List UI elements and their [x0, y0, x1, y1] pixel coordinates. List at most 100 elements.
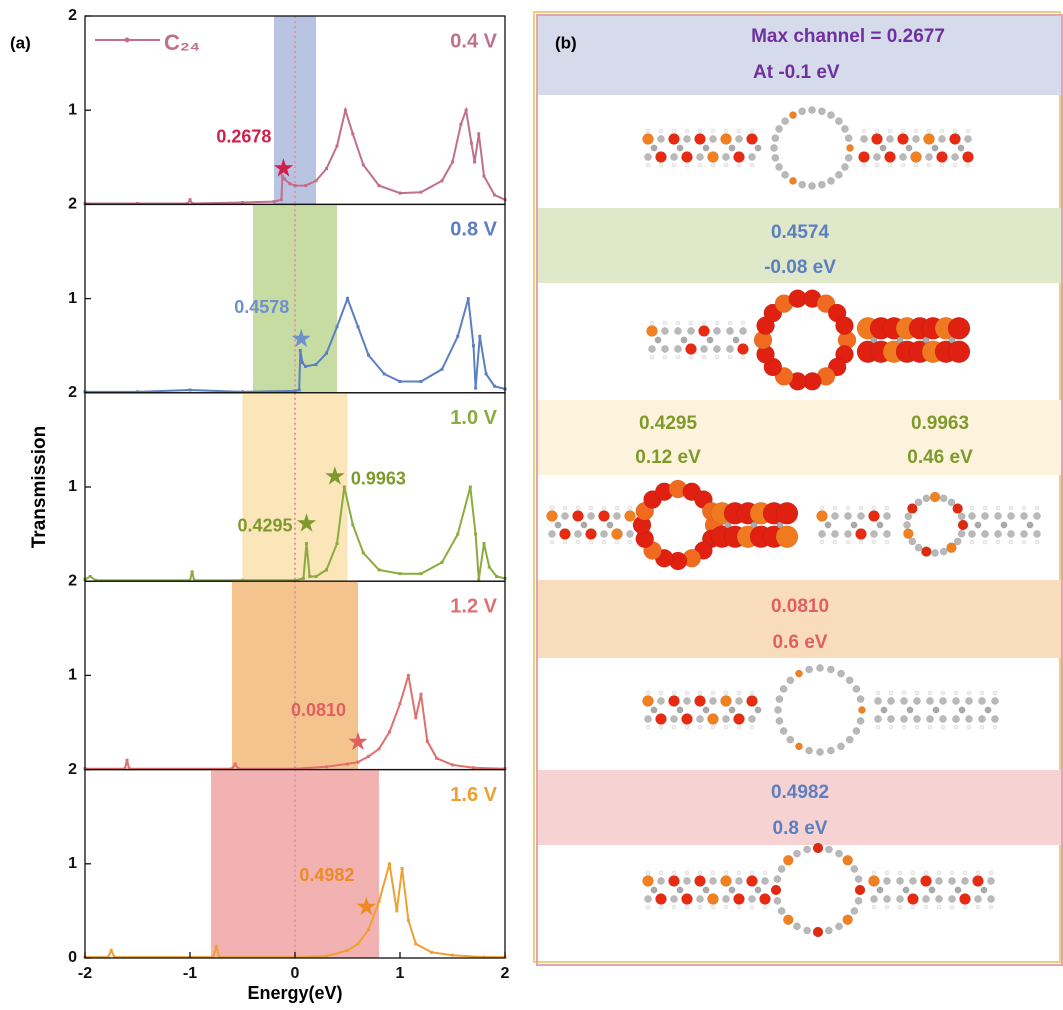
- atom: [989, 871, 993, 875]
- atom: [877, 887, 883, 893]
- atom: [737, 905, 741, 909]
- atom: [981, 530, 988, 537]
- atom: [846, 677, 853, 684]
- data-point: [493, 193, 496, 196]
- atom: [889, 725, 893, 729]
- atom: [976, 871, 980, 875]
- atom: [831, 530, 838, 537]
- data-point: [472, 766, 475, 769]
- atom: [813, 927, 823, 937]
- atom: [925, 153, 932, 160]
- atom: [711, 871, 715, 875]
- atom: [858, 706, 865, 713]
- atom: [820, 540, 824, 544]
- atom: [670, 715, 677, 722]
- band-text: 0.4982: [771, 782, 829, 803]
- atom: [993, 691, 997, 695]
- atom: [973, 876, 984, 887]
- atom: [991, 715, 998, 722]
- atom: [683, 697, 690, 704]
- data-point: [346, 297, 349, 300]
- atom: [970, 506, 974, 510]
- atom: [776, 502, 798, 524]
- atom: [855, 897, 862, 904]
- atom: [958, 513, 965, 520]
- atom: [750, 725, 754, 729]
- atom: [643, 876, 654, 887]
- atom: [763, 871, 767, 875]
- y-tick-label: 2: [68, 384, 77, 401]
- atom: [911, 905, 915, 909]
- atom: [881, 707, 887, 713]
- atom: [872, 134, 883, 145]
- atom: [602, 540, 606, 544]
- atom: [670, 153, 677, 160]
- atom: [965, 697, 972, 704]
- atom: [808, 182, 815, 189]
- atom: [707, 337, 713, 343]
- atom: [1022, 506, 1026, 510]
- atom: [702, 321, 706, 325]
- atom: [851, 865, 858, 872]
- atom: [651, 707, 657, 713]
- atom: [928, 691, 932, 695]
- atom: [907, 707, 913, 713]
- atom: [657, 697, 664, 704]
- atom: [924, 905, 928, 909]
- atom: [837, 670, 844, 677]
- atom: [677, 887, 683, 893]
- atom: [644, 715, 651, 722]
- atom: [711, 691, 715, 695]
- atom: [724, 725, 728, 729]
- atom: [681, 337, 687, 343]
- data-point: [288, 182, 291, 185]
- atom: [721, 696, 732, 707]
- atom: [793, 923, 800, 930]
- atom: [991, 697, 998, 704]
- atom: [876, 691, 880, 695]
- data-point: [420, 693, 423, 696]
- atom: [607, 522, 613, 528]
- atom: [677, 145, 683, 151]
- atom: [965, 715, 972, 722]
- data-point: [367, 928, 370, 931]
- atom: [1020, 530, 1027, 537]
- y-tick-label: 2: [68, 761, 77, 778]
- atom: [940, 495, 947, 502]
- atom: [663, 355, 667, 359]
- band-text: 0.8 eV: [773, 818, 828, 839]
- atom: [958, 530, 965, 537]
- data-point: [470, 142, 473, 145]
- data-point: [420, 572, 423, 575]
- atom: [877, 522, 883, 528]
- atom: [996, 540, 1000, 544]
- x-tick-label: -1: [183, 965, 197, 982]
- atom: [650, 355, 654, 359]
- atom: [737, 129, 741, 133]
- atom: [661, 327, 668, 334]
- atom: [646, 871, 650, 875]
- atom: [885, 506, 889, 510]
- atom: [698, 691, 702, 695]
- atom: [713, 327, 720, 334]
- atom: [983, 506, 987, 510]
- atom: [958, 145, 964, 151]
- atom: [659, 871, 663, 875]
- atom: [963, 871, 967, 875]
- atom: [643, 134, 654, 145]
- atom: [795, 743, 802, 750]
- atom: [948, 877, 955, 884]
- atom: [709, 697, 716, 704]
- atom: [958, 520, 968, 530]
- atom: [748, 895, 755, 902]
- y-tick-label: 1: [68, 667, 77, 684]
- atom: [657, 135, 664, 142]
- data-point: [344, 109, 347, 112]
- atom: [978, 697, 985, 704]
- atom: [857, 717, 864, 724]
- atom: [950, 134, 961, 145]
- atom: [827, 111, 834, 118]
- x-tick-label: -2: [78, 965, 92, 982]
- atom: [615, 506, 619, 510]
- atom: [708, 714, 719, 725]
